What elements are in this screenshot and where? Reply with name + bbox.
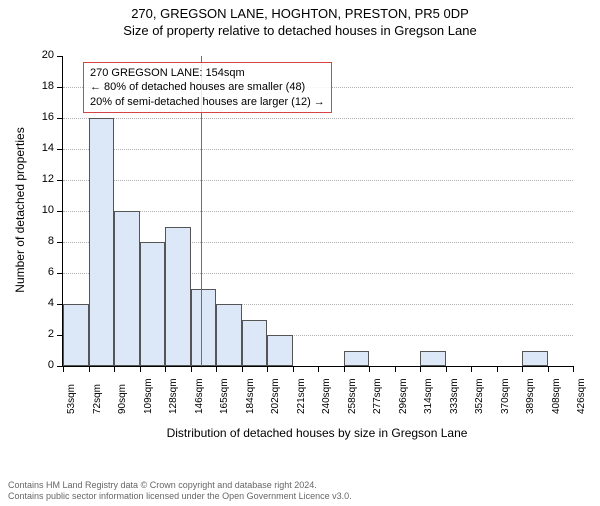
histogram-bar	[420, 351, 446, 367]
x-tick-label: 128sqm	[168, 378, 179, 414]
y-tick-label: 16	[0, 111, 54, 123]
x-tick-label: 314sqm	[423, 378, 434, 414]
gridline	[63, 180, 573, 181]
x-tick-label: 184sqm	[245, 378, 256, 414]
x-tick	[548, 366, 549, 372]
histogram-bar	[267, 335, 293, 366]
x-tick	[191, 366, 192, 372]
y-tick	[57, 273, 63, 274]
footer-line-2: Contains public sector information licen…	[8, 491, 352, 502]
histogram-bar	[242, 320, 268, 367]
y-tick-label: 14	[0, 142, 54, 154]
y-tick	[57, 149, 63, 150]
x-tick	[446, 366, 447, 372]
x-tick	[267, 366, 268, 372]
x-tick-label: 72sqm	[92, 384, 103, 414]
histogram-bar	[522, 351, 548, 367]
y-tick	[57, 87, 63, 88]
x-tick	[89, 366, 90, 372]
x-tick-label: 426sqm	[576, 378, 587, 414]
x-tick-label: 408sqm	[551, 378, 562, 414]
x-tick-label: 240sqm	[321, 378, 332, 414]
x-tick	[369, 366, 370, 372]
y-tick	[57, 242, 63, 243]
x-tick	[395, 366, 396, 372]
y-tick-label: 20	[0, 49, 54, 61]
gridline	[63, 211, 573, 212]
x-tick	[140, 366, 141, 372]
histogram-bar	[191, 289, 217, 367]
annotation-box: 270 GREGSON LANE: 154sqm← 80% of detache…	[83, 62, 332, 113]
x-tick-label: 90sqm	[117, 384, 128, 414]
annotation-line-1: 270 GREGSON LANE: 154sqm	[90, 66, 325, 80]
plot-region: 270 GREGSON LANE: 154sqm← 80% of detache…	[62, 56, 573, 367]
attribution-footer: Contains HM Land Registry data © Crown c…	[8, 480, 352, 502]
gridline	[63, 118, 573, 119]
gridline	[63, 149, 573, 150]
x-tick-label: 146sqm	[194, 378, 205, 414]
y-tick-label: 0	[0, 359, 54, 371]
x-tick-label: 109sqm	[143, 378, 154, 414]
annotation-line-2: ← 80% of detached houses are smaller (48…	[90, 80, 325, 94]
x-tick-label: 221sqm	[296, 378, 307, 414]
y-tick-label: 8	[0, 235, 54, 247]
x-tick	[165, 366, 166, 372]
histogram-bar	[63, 304, 89, 366]
x-tick-label: 53sqm	[66, 384, 77, 414]
x-tick-label: 165sqm	[219, 378, 230, 414]
x-tick-label: 333sqm	[449, 378, 460, 414]
page-title-1: 270, GREGSON LANE, HOGHTON, PRESTON, PR5…	[0, 6, 600, 21]
x-tick	[293, 366, 294, 372]
x-tick	[344, 366, 345, 372]
y-tick	[57, 211, 63, 212]
y-tick-label: 10	[0, 204, 54, 216]
x-tick	[573, 366, 574, 372]
x-tick-label: 352sqm	[474, 378, 485, 414]
y-tick	[57, 118, 63, 119]
x-tick	[497, 366, 498, 372]
y-tick-label: 18	[0, 80, 54, 92]
chart-area: 270 GREGSON LANE: 154sqm← 80% of detache…	[0, 46, 600, 466]
histogram-bar	[165, 227, 191, 367]
y-tick-label: 6	[0, 266, 54, 278]
footer-line-1: Contains HM Land Registry data © Crown c…	[8, 480, 352, 491]
x-tick-label: 389sqm	[525, 378, 536, 414]
x-tick	[63, 366, 64, 372]
x-tick	[522, 366, 523, 372]
y-tick-label: 12	[0, 173, 54, 185]
page-title-2: Size of property relative to detached ho…	[0, 23, 600, 38]
x-tick	[420, 366, 421, 372]
y-tick-label: 4	[0, 297, 54, 309]
histogram-bar	[89, 118, 115, 366]
x-tick	[318, 366, 319, 372]
x-tick-label: 370sqm	[500, 378, 511, 414]
y-tick	[57, 180, 63, 181]
x-tick-label: 258sqm	[347, 378, 358, 414]
x-tick-label: 202sqm	[270, 378, 281, 414]
x-tick	[216, 366, 217, 372]
y-tick	[57, 56, 63, 57]
x-tick-label: 296sqm	[398, 378, 409, 414]
x-axis-label: Distribution of detached houses by size …	[62, 426, 572, 440]
x-tick	[114, 366, 115, 372]
annotation-line-3: 20% of semi-detached houses are larger (…	[90, 95, 325, 109]
histogram-bar	[114, 211, 140, 366]
x-tick	[471, 366, 472, 372]
x-tick-label: 277sqm	[372, 378, 383, 414]
histogram-bar	[344, 351, 370, 367]
histogram-bar	[216, 304, 242, 366]
histogram-bar	[140, 242, 166, 366]
x-tick	[242, 366, 243, 372]
y-tick-label: 2	[0, 328, 54, 340]
